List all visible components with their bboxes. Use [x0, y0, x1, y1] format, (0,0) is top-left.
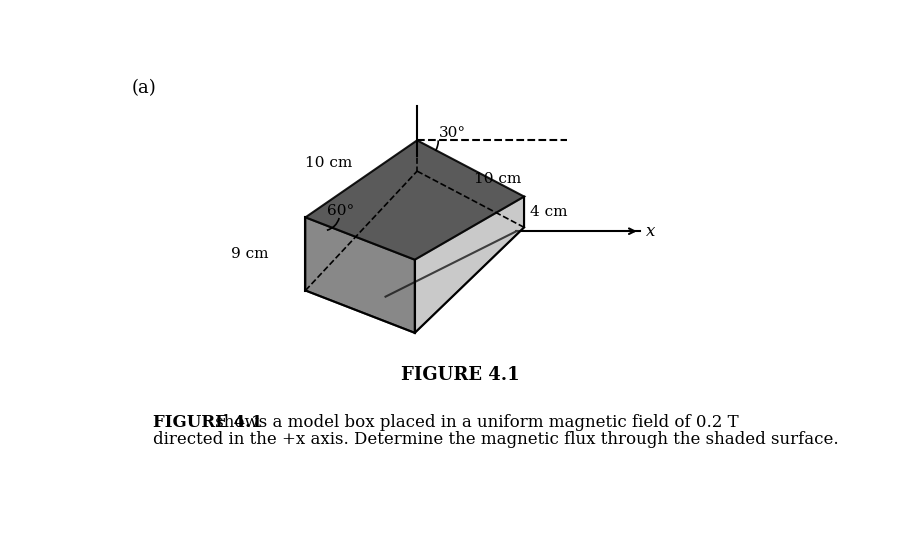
- Text: x: x: [646, 223, 656, 240]
- Polygon shape: [305, 141, 524, 260]
- Text: directed in the +x axis. Determine the magnetic flux through the shaded surface.: directed in the +x axis. Determine the m…: [153, 431, 839, 447]
- Text: shows a model box placed in a uniform magnetic field of 0.2 T: shows a model box placed in a uniform ma…: [210, 414, 738, 431]
- Text: FIGURE 4.1: FIGURE 4.1: [401, 366, 520, 384]
- Text: 9 cm: 9 cm: [231, 247, 269, 261]
- Text: (a): (a): [131, 79, 156, 97]
- Polygon shape: [305, 217, 415, 333]
- Text: 60°: 60°: [327, 204, 355, 218]
- Text: 4 cm: 4 cm: [531, 205, 568, 219]
- Polygon shape: [415, 197, 524, 333]
- Text: 30°: 30°: [438, 125, 466, 139]
- Text: 10 cm: 10 cm: [474, 172, 522, 186]
- Text: FIGURE 4.1: FIGURE 4.1: [153, 414, 262, 431]
- Text: 10 cm: 10 cm: [304, 156, 352, 170]
